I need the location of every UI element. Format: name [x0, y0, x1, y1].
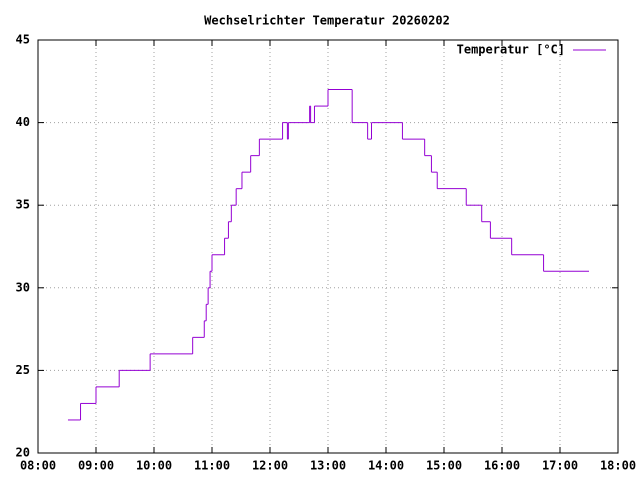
y-tick-label: 45: [16, 33, 30, 47]
y-tick-label: 35: [16, 198, 30, 212]
y-tick-label: 40: [16, 115, 30, 129]
x-tick-label: 18:00: [600, 459, 636, 473]
legend-label: Temperatur [°C]: [457, 43, 565, 57]
x-tick-label: 16:00: [484, 459, 520, 473]
x-tick-label: 09:00: [78, 459, 114, 473]
x-tick-label: 17:00: [542, 459, 578, 473]
x-tick-label: 15:00: [426, 459, 462, 473]
y-tick-label: 20: [16, 446, 30, 460]
x-tick-label: 13:00: [310, 459, 346, 473]
x-tick-label: 11:00: [194, 459, 230, 473]
x-tick-label: 12:00: [252, 459, 288, 473]
y-tick-label: 30: [16, 280, 30, 294]
y-tick-label: 25: [16, 363, 30, 377]
x-tick-label: 08:00: [20, 459, 56, 473]
x-tick-label: 10:00: [136, 459, 172, 473]
chart-title: Wechselrichter Temperatur 20260202: [204, 14, 450, 28]
x-tick-label: 14:00: [368, 459, 404, 473]
plot-border: [37, 39, 619, 454]
